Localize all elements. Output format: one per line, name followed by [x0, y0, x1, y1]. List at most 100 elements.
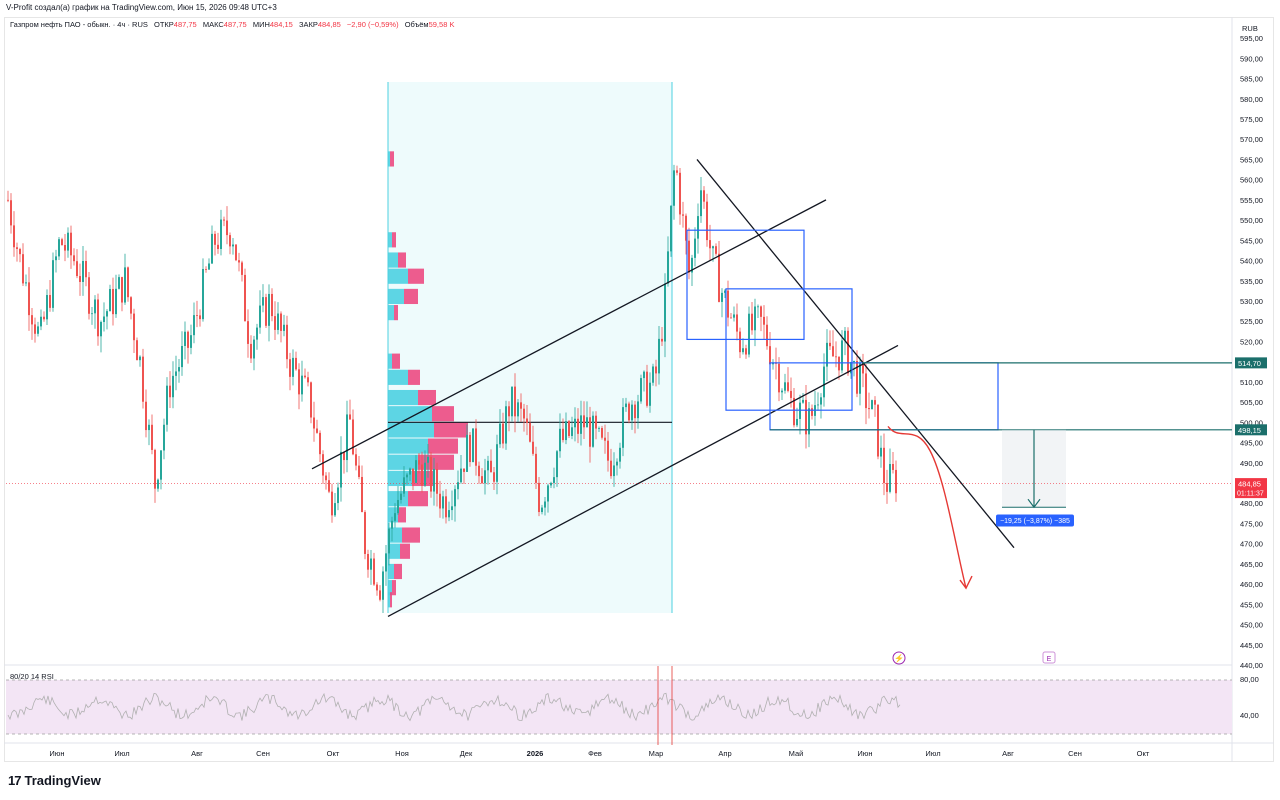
candle-body — [226, 220, 228, 236]
rsi-indicator-label[interactable]: 80/20 14 RSI — [10, 672, 54, 681]
candle-body — [457, 482, 459, 490]
candle-body — [217, 244, 219, 249]
volume-profile-sell-bar — [400, 543, 410, 559]
candle-body — [604, 437, 606, 441]
candle-body — [535, 453, 537, 483]
candle-body — [547, 485, 549, 502]
candle-body — [232, 244, 234, 247]
candle-body — [472, 428, 474, 463]
volume-value: 59,58 K — [428, 20, 455, 29]
candle-body — [691, 257, 693, 273]
candle-body — [844, 330, 846, 341]
volume-profile-sell-bar — [394, 563, 402, 580]
projection-arrow — [959, 575, 973, 590]
candle-body — [712, 246, 714, 249]
candle-body — [742, 348, 744, 353]
open-value: 487,75 — [173, 20, 197, 29]
candle-body — [241, 262, 243, 275]
candle-body — [163, 424, 165, 451]
volume-profile-buy-bar — [388, 288, 404, 305]
candle-body — [349, 414, 351, 420]
candle-body — [370, 558, 372, 570]
candle-body — [841, 340, 843, 371]
candle-body — [178, 367, 180, 372]
candle-body — [172, 375, 174, 398]
candle-body — [616, 461, 618, 466]
price-tick-label: 550,00 — [1240, 216, 1263, 225]
volume-profile-sell-bar — [398, 507, 406, 523]
candle-body — [73, 255, 75, 262]
candle-body — [748, 313, 750, 355]
candle-body — [409, 468, 411, 475]
candle-body — [238, 260, 240, 263]
candle-body — [34, 324, 36, 334]
candle-body — [247, 321, 249, 344]
candle-body — [514, 386, 516, 417]
candle-body — [865, 373, 867, 409]
candle-body — [181, 345, 183, 368]
candle-body — [283, 324, 285, 331]
candle-body — [124, 267, 126, 303]
price-tick-label: 450,00 — [1240, 621, 1263, 630]
tradingview-brand[interactable]: 17 TradingView — [8, 773, 101, 788]
symbol-legend: Газпром нефть ПАО - обыкн. · 4ч · RUS ОТ… — [10, 20, 454, 29]
candle-body — [334, 503, 336, 516]
candle-body — [502, 423, 504, 444]
candle-body — [601, 428, 603, 438]
candle-body — [625, 403, 627, 408]
time-tick-label: 2026 — [527, 749, 544, 758]
candle-body — [445, 496, 447, 518]
price-tick-label: 520,00 — [1240, 337, 1263, 346]
candle-body — [442, 496, 444, 509]
candle-body — [451, 506, 453, 511]
candle-body — [571, 427, 573, 436]
candle-body — [769, 346, 771, 365]
candle-body — [10, 200, 12, 226]
candle-body — [160, 450, 162, 480]
candle-body — [847, 330, 849, 374]
price-tick-label: 455,00 — [1240, 600, 1263, 609]
candle-body — [25, 282, 27, 284]
candle-body — [76, 261, 78, 277]
candle-body — [448, 510, 450, 518]
candle-body — [346, 414, 348, 461]
candle-body — [337, 487, 339, 504]
volume-profile-buy-bar — [388, 563, 394, 580]
candle-body — [301, 375, 303, 395]
candle-body — [550, 482, 552, 486]
candle-body — [463, 468, 465, 472]
candle-body — [703, 190, 705, 202]
candle-body — [883, 447, 885, 483]
symbol-name[interactable]: Газпром нефть ПАО - обыкн. · 4ч · RUS — [10, 20, 148, 29]
candle-body — [505, 406, 507, 444]
candle-body — [871, 400, 873, 410]
candle-body — [52, 260, 54, 308]
candle-body — [598, 428, 600, 429]
volume-profile-buy-bar — [388, 454, 418, 470]
price-tick-label: 560,00 — [1240, 176, 1263, 185]
candle-body — [745, 348, 747, 355]
time-tick-label: Май — [789, 749, 804, 758]
price-tick-label: 460,00 — [1240, 580, 1263, 589]
candle-body — [499, 423, 501, 445]
currency-unit[interactable]: RUB — [1242, 24, 1258, 33]
candle-body — [733, 314, 735, 318]
candle-body — [199, 315, 201, 320]
projection-curve — [887, 425, 967, 589]
time-tick-label: Окт — [1137, 749, 1150, 758]
chart-attribution: V-Profit создал(а) график на TradingView… — [6, 3, 277, 12]
candle-body — [481, 476, 483, 484]
candle-body — [28, 282, 30, 316]
price-tick-label: 545,00 — [1240, 236, 1263, 245]
candle-body — [595, 415, 597, 429]
candle-body — [739, 331, 741, 353]
candle-body — [754, 306, 756, 331]
candle-body — [184, 331, 186, 346]
candle-body — [730, 317, 732, 319]
close-value: 484,85 — [317, 20, 341, 29]
candle-body — [259, 305, 261, 328]
price-tick-label: 445,00 — [1240, 641, 1263, 650]
candle-body — [13, 225, 15, 248]
zone-box-1 — [686, 229, 805, 341]
